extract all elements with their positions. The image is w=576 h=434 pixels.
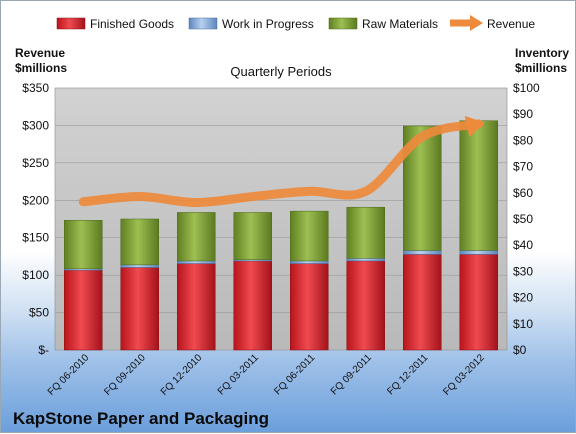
left-tick-label: $100 xyxy=(22,268,49,282)
left-axis: $- $50 $100 $150 $200 $250 $300 $350 xyxy=(22,81,49,357)
legend-item-revenue: Revenue xyxy=(450,15,535,31)
bar-work-in-progress xyxy=(346,258,385,262)
x-tick-label: FQ 06-2010 xyxy=(46,352,92,398)
left-tick-label: $300 xyxy=(22,118,49,132)
bar-work-in-progress xyxy=(177,260,216,264)
company-name: KapStone Paper and Packaging xyxy=(13,409,269,428)
left-tick-label: $150 xyxy=(22,231,49,245)
x-tick-label: FQ 03-2011 xyxy=(216,352,261,397)
x-tick-label: FQ 09-2010 xyxy=(102,352,148,398)
left-tick-label: $- xyxy=(38,343,49,357)
bar-work-in-progress xyxy=(120,264,159,268)
chart-title: Quarterly Periods xyxy=(230,64,332,79)
left-tick-label: $350 xyxy=(22,81,49,95)
bar-raw-materials xyxy=(346,206,385,259)
bar-finished-goods xyxy=(403,254,442,351)
right-tick-label: $40 xyxy=(513,238,533,252)
bar-raw-materials xyxy=(64,220,103,270)
left-axis-title-line2: $millions xyxy=(15,61,67,75)
bar-raw-materials xyxy=(459,120,498,251)
right-tick-label: $90 xyxy=(513,107,533,121)
bar-raw-materials xyxy=(120,218,159,266)
right-tick-label: $0 xyxy=(513,343,527,357)
bar-work-in-progress xyxy=(290,260,329,264)
legend-label-raw-materials: Raw Materials xyxy=(362,17,438,31)
x-axis: FQ 06-2010 FQ 09-2010 FQ 12-2010 FQ 03-2011… xyxy=(46,352,487,398)
right-axis-title-line1: Inventory xyxy=(515,46,569,60)
bar-raw-materials xyxy=(290,210,329,262)
bar-raw-materials xyxy=(233,212,272,260)
bar-finished-goods xyxy=(64,269,103,351)
x-tick-label: FQ 03-2012 xyxy=(441,352,487,398)
right-tick-label: $10 xyxy=(513,317,533,331)
revenue-line xyxy=(78,119,484,208)
legend: Finished Goods Work in Progress Raw Mate… xyxy=(56,15,535,31)
revenue-arrowhead xyxy=(464,115,485,138)
x-tick-label: FQ 12-2011 xyxy=(385,352,430,397)
right-axis: $0 $10 $20 $30 $40 $50 $60 $70 $80 $90 $100 xyxy=(513,81,540,357)
left-tick-label: $200 xyxy=(22,193,49,207)
legend-swatch-finished-goods xyxy=(56,17,86,30)
right-tick-label: $30 xyxy=(513,264,533,278)
left-tick-label: $50 xyxy=(29,306,49,320)
bar-work-in-progress xyxy=(459,250,498,255)
legend-item-work-in-progress: Work in Progress xyxy=(188,17,314,31)
legend-label-finished-goods: Finished Goods xyxy=(90,17,174,31)
left-tick-label: $250 xyxy=(22,156,49,170)
bar-finished-goods xyxy=(120,267,159,351)
right-tick-label: $100 xyxy=(513,81,540,95)
bar-finished-goods xyxy=(233,260,272,351)
legend-label-work-in-progress: Work in Progress xyxy=(222,17,314,31)
legend-label-revenue: Revenue xyxy=(487,17,535,31)
right-tick-label: $20 xyxy=(513,291,533,305)
legend-item-raw-materials: Raw Materials xyxy=(328,17,438,31)
x-tick-label: FQ 09-2011 xyxy=(329,352,374,397)
legend-swatch-work-in-progress xyxy=(188,17,218,30)
bar-finished-goods xyxy=(290,263,329,351)
x-tick-label: FQ 12-2010 xyxy=(159,352,205,398)
right-tick-label: $70 xyxy=(513,160,533,174)
right-axis-title-line2: $millions xyxy=(515,61,567,75)
bar-finished-goods xyxy=(177,263,216,351)
right-tick-label: $60 xyxy=(513,186,533,200)
bar-work-in-progress xyxy=(403,250,442,255)
right-tick-label: $80 xyxy=(513,133,533,147)
left-axis-title-line1: Revenue xyxy=(15,46,65,60)
x-tick-label: FQ 06-2011 xyxy=(272,352,317,397)
legend-swatch-raw-materials xyxy=(328,17,358,30)
legend-swatch-revenue-arrow xyxy=(470,15,483,31)
bar-finished-goods xyxy=(346,260,385,351)
right-tick-label: $50 xyxy=(513,212,533,226)
legend-item-finished-goods: Finished Goods xyxy=(56,17,174,31)
bar-raw-materials xyxy=(177,212,216,262)
bar-finished-goods xyxy=(459,254,498,351)
bars xyxy=(64,120,498,351)
revenue-series xyxy=(78,115,485,208)
